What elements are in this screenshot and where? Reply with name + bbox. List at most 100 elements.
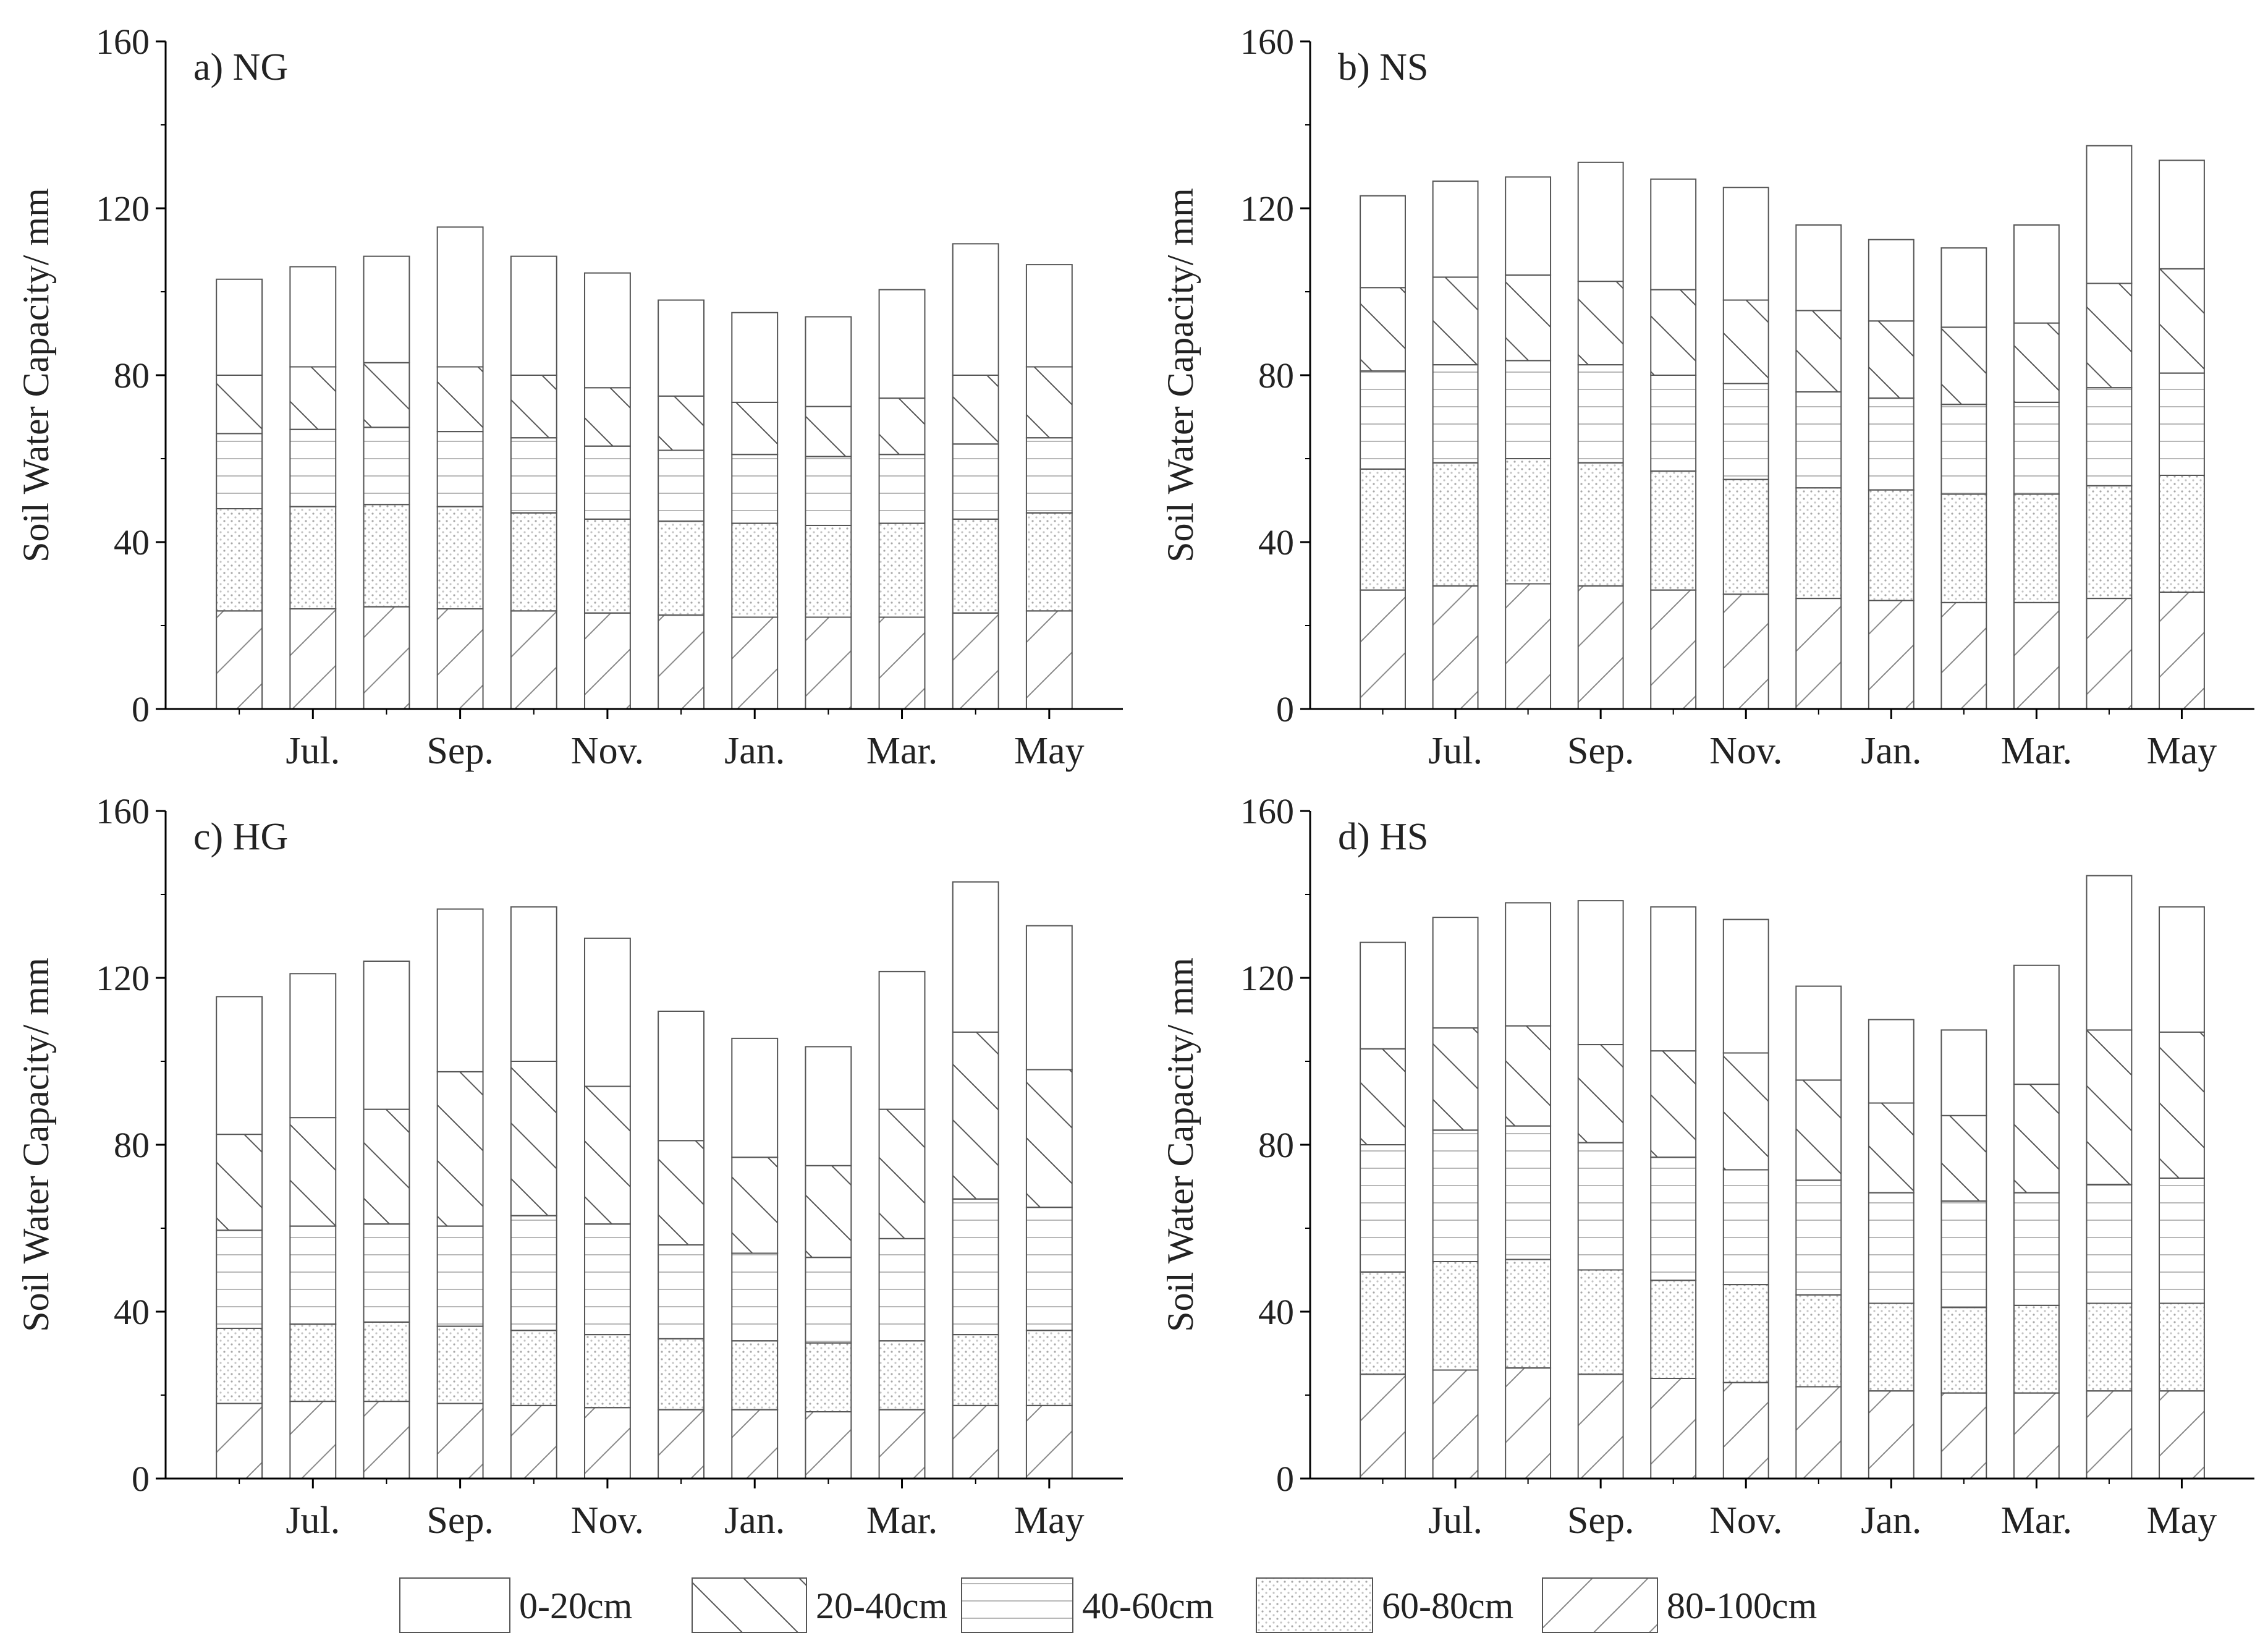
bar-segment-0-20cm-May [1025, 264, 1073, 368]
y-tick-label: 160 [1240, 22, 1294, 62]
bar-segment-40-60cm-Jun. [1360, 1144, 1406, 1273]
bar-segment-60-80cm-Jul. [1432, 1261, 1479, 1371]
bar-segment-0-20cm-Dec. [658, 299, 705, 397]
bar-segment-0-20cm-Feb. [805, 316, 852, 407]
x-tick-label: Nov. [1709, 730, 1782, 772]
y-tick-label: 80 [114, 1125, 150, 1165]
bar-segment-60-80cm-Sep. [1577, 462, 1624, 587]
bar-segment-60-80cm-Feb. [1940, 493, 1987, 603]
bar-segment-20-40cm-Oct. [510, 1061, 557, 1216]
x-tick-label: May [2147, 1500, 2217, 1542]
y-tick-label: 120 [1240, 189, 1294, 229]
bar-segment-0-20cm-Feb. [805, 1046, 852, 1166]
panel-title: b) NS [1338, 46, 1428, 88]
bar-segment-40-60cm-Jul. [1432, 364, 1479, 464]
legend-swatch [399, 1577, 510, 1633]
bar-segment-20-40cm-Dec. [1795, 1079, 1842, 1181]
bar-segment-40-60cm-Nov. [1722, 383, 1769, 480]
panel-title: c) HG [193, 816, 288, 858]
bar-segment-40-60cm-Oct. [510, 437, 557, 514]
bar-segment-40-60cm-Jun. [216, 1229, 263, 1329]
bar-segment-80-100cm-Sep. [1577, 585, 1624, 710]
bar-segment-40-60cm-Sep. [436, 1225, 484, 1327]
bar-segment-60-80cm-Oct. [1650, 1280, 1697, 1379]
bar-segment-0-20cm-Feb. [1940, 247, 1987, 328]
bar-segment-0-20cm-May [1025, 925, 1073, 1071]
bar-segment-40-60cm-Jan. [1868, 1192, 1915, 1304]
y-tick-label: 160 [96, 791, 150, 831]
bar-segment-20-40cm-Jan. [731, 1157, 779, 1254]
y-axis-title: Soil Water Capacity/ mm [15, 957, 56, 1332]
bar-segment-80-100cm-Aug. [1505, 583, 1552, 710]
bar-segment-40-60cm-May [1025, 437, 1073, 514]
x-tick-label: Sep. [1567, 730, 1635, 772]
bar-segment-40-60cm-May [1025, 1207, 1073, 1331]
bar-segment-0-20cm-Aug. [363, 255, 410, 363]
bar-segment-60-80cm-Dec. [658, 520, 705, 616]
chart-legend: 0-20cm 20-40cm 40-60cm 60-80cm 80-100cm [399, 1577, 1817, 1633]
bar-segment-40-60cm-Nov. [583, 445, 631, 520]
x-tick-label: Sep. [1567, 1500, 1635, 1542]
bar-segment-80-100cm-Apr. [2086, 1390, 2133, 1479]
bar-segment-20-40cm-Feb. [1940, 1114, 1987, 1202]
bar-segment-80-100cm-Sep. [1577, 1373, 1624, 1479]
bar-segment-40-60cm-Aug. [363, 1223, 410, 1323]
bar-segment-60-80cm-Jul. [1432, 462, 1479, 587]
bar-segment-20-40cm-Nov. [1722, 299, 1769, 384]
bar-segment-80-100cm-Oct. [1650, 1378, 1697, 1479]
bar-segment-80-100cm-May [1025, 1404, 1073, 1479]
bar-segment-20-40cm-Apr. [2086, 282, 2133, 389]
panel-title: a) NG [193, 46, 288, 88]
bar-segment-60-80cm-Dec. [1795, 1294, 1842, 1388]
x-tick-label: May [2147, 730, 2217, 772]
bar-segment-60-80cm-Apr. [2086, 1302, 2133, 1392]
bar-segment-80-100cm-Dec. [1795, 598, 1842, 710]
bar-segment-60-80cm-Oct. [510, 512, 557, 612]
bar-segment-0-20cm-Sep. [1577, 900, 1624, 1045]
bar-segment-20-40cm-Jul. [1432, 1027, 1479, 1131]
bar-segment-20-40cm-Jun. [216, 1134, 263, 1231]
legend-label: 20-40cm [816, 1585, 947, 1626]
bar-segment-0-20cm-Jul. [289, 973, 337, 1119]
bar-segment-0-20cm-Jul. [289, 266, 337, 368]
x-tick-label: Mar. [2001, 1500, 2072, 1542]
bar-segment-0-20cm-Oct. [1650, 906, 1697, 1052]
bar-segment-60-80cm-Nov. [583, 1334, 631, 1409]
bar-segment-60-80cm-May [2159, 475, 2205, 593]
legend-item-40-60cm: 40-60cm [961, 1577, 1214, 1633]
legend-swatch [1256, 1577, 1373, 1633]
chart-panel-1: 0 40 80 120 160 Jul. Sep. Nov. Jan. Mar. May Soil W… [15, 22, 1123, 772]
bar-segment-60-80cm-Aug. [363, 1321, 410, 1403]
legend-item-60-80cm: 60-80cm [1256, 1577, 1513, 1633]
bar-segment-20-40cm-Jul. [1432, 276, 1479, 366]
bar-segment-60-80cm-Jul. [289, 506, 337, 609]
bar-segment-40-60cm-Aug. [363, 427, 410, 506]
bar-segment-60-80cm-Dec. [658, 1338, 705, 1411]
bar-segment-80-100cm-Jun. [216, 610, 263, 710]
bar-segment-20-40cm-Feb. [805, 1165, 852, 1258]
bar-segment-60-80cm-May [1025, 512, 1073, 612]
bar-segment-60-80cm-Oct. [1650, 470, 1697, 591]
bar-segment-20-40cm-Jun. [1360, 1048, 1406, 1145]
bar-segment-0-20cm-Apr. [952, 881, 999, 1033]
bar-segment-20-40cm-Sep. [1577, 281, 1624, 366]
bar-segment-60-80cm-May [1025, 1330, 1073, 1406]
x-tick-label: Nov. [571, 730, 644, 772]
bar-segment-60-80cm-Aug. [1505, 1258, 1552, 1369]
bar-segment-20-40cm-Jan. [1868, 1102, 1915, 1194]
bar-segment-40-60cm-Dec. [658, 1244, 705, 1339]
bar-segment-0-20cm-Jan. [1868, 1019, 1915, 1104]
bar-segment-20-40cm-Dec. [658, 395, 705, 451]
bar-segment-0-20cm-Aug. [1505, 902, 1552, 1027]
x-tick-label: Jan. [724, 730, 785, 772]
bar-segment-80-100cm-Apr. [2086, 598, 2133, 710]
bar-segment-20-40cm-Aug. [1505, 1025, 1552, 1127]
y-tick-label: 160 [1240, 791, 1294, 831]
bar-segment-40-60cm-Jul. [289, 428, 337, 507]
bar-segment-20-40cm-Oct. [510, 375, 557, 439]
bar-segment-40-60cm-Aug. [1505, 1125, 1552, 1260]
bar-segment-80-100cm-Jun. [216, 1403, 263, 1479]
bar-segment-20-40cm-Mar. [2013, 322, 2060, 403]
x-tick-label: Jul. [286, 730, 340, 772]
bar-segment-0-20cm-Jan. [1868, 239, 1915, 322]
